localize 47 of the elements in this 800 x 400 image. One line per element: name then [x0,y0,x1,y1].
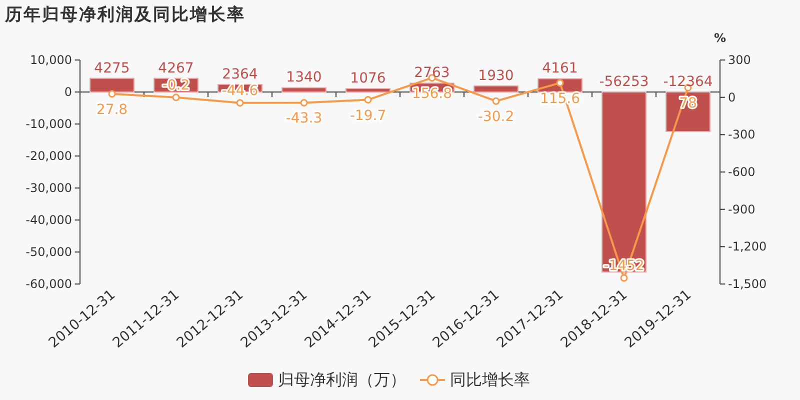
data-label: 1930 [478,68,514,84]
point [300,98,308,106]
data-label: -0.2 [162,77,190,94]
bar [474,85,518,92]
y2-axis-title: % [714,31,726,45]
point [620,274,628,282]
bar [90,78,134,92]
data-label: 2763 [414,65,450,82]
y2-tick-label: -900 [728,202,756,216]
y2-tick-label: -300 [728,128,756,142]
data-label: -43.3 [286,110,322,127]
data-label: -30.2 [478,109,514,126]
data-label: -12364 [663,74,713,90]
y-tick-label: -60,000 [26,277,72,291]
data-label: 2364 [222,66,258,82]
y-tick-label: -50,000 [26,245,72,259]
y2-tick-label: -1,200 [728,240,767,254]
y-tick-label: 0 [64,85,72,99]
y-tick-label: -40,000 [26,213,72,227]
y-tick-label: 10,000 [30,53,72,67]
data-label: 27.8 [96,102,128,118]
bar [602,92,646,273]
data-label: 4267 [158,60,194,76]
y2-tick-label: 0 [728,90,736,104]
legend-label: 归母净利润（万） [278,370,406,389]
data-label: -19.7 [350,108,386,124]
y2-tick-label: -1,500 [728,277,767,291]
bar [346,88,390,92]
y2-tick-label: 300 [728,53,751,67]
y2-tick-label: -600 [728,165,756,179]
data-label: 1076 [350,70,386,87]
point [364,96,372,104]
point [556,79,564,87]
point [236,99,244,107]
point [492,97,500,105]
y-tick-label: -10,000 [26,117,72,131]
chart-title: 历年归母净利润及同比增长率 [4,5,246,25]
data-label: 4275 [94,60,130,76]
data-label: 1340 [286,70,322,86]
legend-label: 同比增长率 [450,370,530,389]
data-label: -56253 [599,74,649,90]
bar [282,87,326,92]
y-tick-label: -30,000 [26,181,72,195]
point [172,94,180,102]
y-tick-label: -20,000 [26,149,72,163]
data-label: 4161 [542,60,578,77]
point [108,90,116,98]
